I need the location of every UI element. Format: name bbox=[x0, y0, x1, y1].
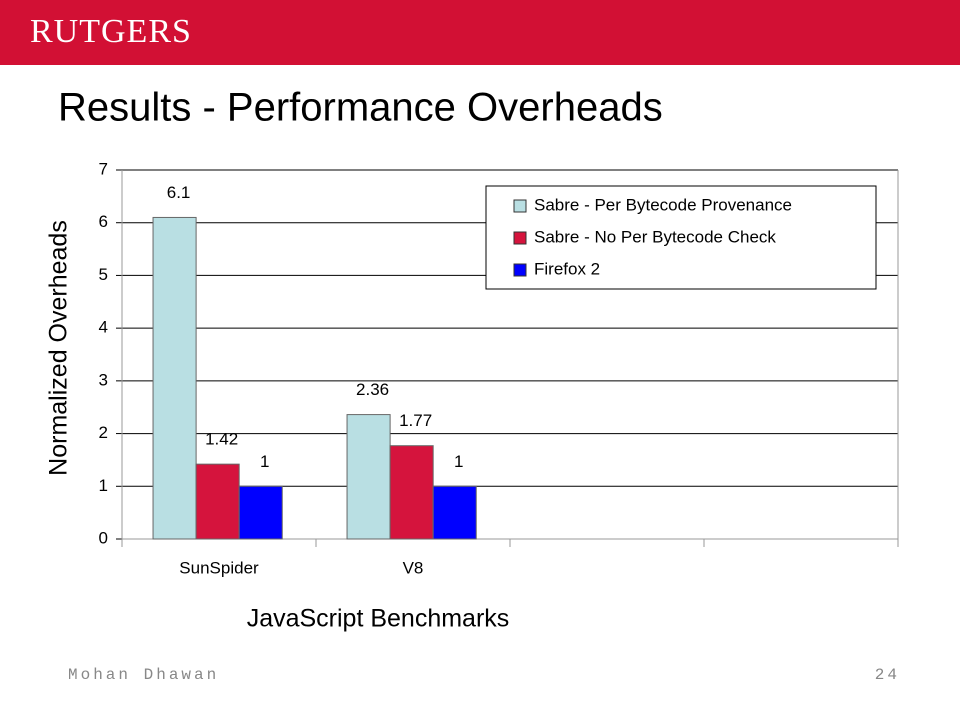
header-band bbox=[0, 0, 960, 65]
y-tick-label: 5 bbox=[99, 265, 108, 284]
y-tick-label: 0 bbox=[99, 528, 108, 547]
slide-title: Results - Performance Overheads bbox=[58, 86, 663, 130]
bar bbox=[432, 485, 477, 540]
legend-label: Sabre - Per Bytecode Provenance bbox=[534, 195, 792, 214]
legend-label: Sabre - No Per Bytecode Check bbox=[534, 227, 776, 246]
x-tick-label: V8 bbox=[403, 558, 424, 577]
footer-author: Mohan Dhawan bbox=[68, 666, 219, 684]
y-tick-label: 1 bbox=[99, 476, 108, 495]
footer-page: 24 bbox=[875, 666, 900, 684]
legend-swatch bbox=[513, 231, 527, 245]
bar bbox=[152, 216, 197, 540]
legend-swatch bbox=[513, 199, 527, 213]
bar bbox=[195, 463, 240, 540]
data-label: 6.1 bbox=[167, 183, 191, 202]
bar bbox=[238, 485, 283, 540]
data-label: 1 bbox=[260, 452, 269, 471]
data-label: 1.42 bbox=[205, 430, 238, 449]
legend-label: Firefox 2 bbox=[534, 259, 600, 278]
chart: 0 1 2 3 4 5 6 7 SunSpider 6.1 1.42 1 V8 2.36 1.77 1 Java… bbox=[45, 159, 899, 633]
legend-swatch bbox=[513, 263, 527, 277]
data-label: 2.36 bbox=[356, 380, 389, 399]
x-tick-label: SunSpider bbox=[179, 558, 259, 577]
y-tick-label: 3 bbox=[99, 370, 108, 389]
y-tick-label: 7 bbox=[99, 159, 108, 178]
y-tick-label: 2 bbox=[99, 423, 108, 442]
bar bbox=[346, 414, 391, 540]
y-tick-label: 6 bbox=[99, 212, 108, 231]
y-tick-label: 4 bbox=[99, 318, 108, 337]
data-label: 1 bbox=[454, 452, 463, 471]
legend-box bbox=[485, 185, 877, 290]
bar bbox=[389, 445, 434, 540]
x-axis-label: JavaScript Benchmarks bbox=[247, 605, 510, 633]
logo: RUTGERS bbox=[30, 13, 192, 50]
data-label: 1.77 bbox=[399, 411, 432, 430]
y-axis-label: Normalized Overheads bbox=[45, 220, 73, 476]
